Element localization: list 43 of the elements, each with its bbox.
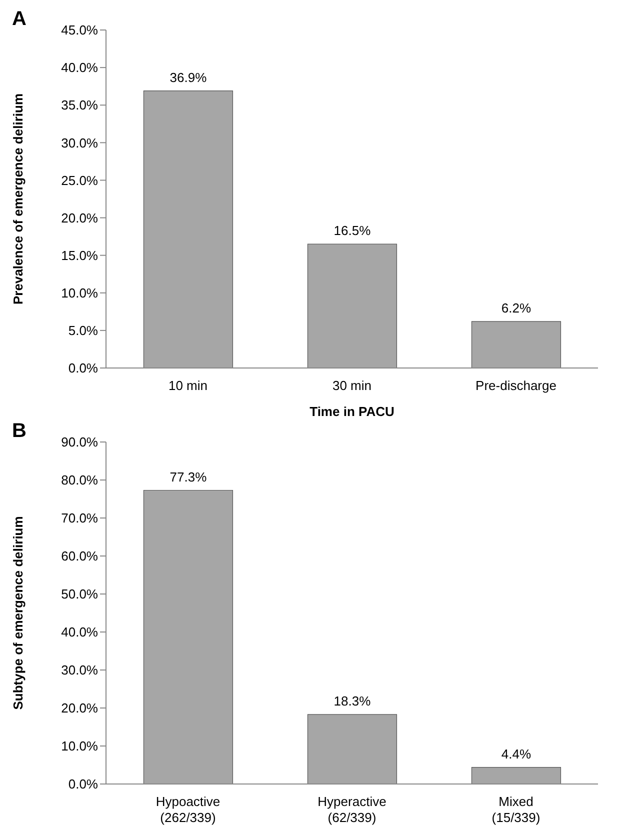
- x-tick-label: 30 min: [332, 378, 372, 393]
- data-label: 18.3%: [334, 693, 372, 708]
- chart-title: A: [12, 8, 26, 31]
- data-label: 77.3%: [170, 469, 208, 484]
- bar: [307, 714, 398, 784]
- x-tick-label: Hypoactive (262/339): [156, 794, 220, 825]
- y-tick-label: 15.0%: [61, 248, 98, 263]
- y-tick-label: 45.0%: [61, 22, 98, 38]
- y-tick-label: 10.0%: [61, 738, 98, 754]
- bar: [143, 90, 234, 368]
- y-tick-label: 20.0%: [61, 210, 98, 226]
- data-label: 36.9%: [170, 70, 208, 85]
- y-tick-label: 5.0%: [68, 323, 98, 338]
- y-tick-label: 70.0%: [61, 510, 98, 526]
- bar: [143, 490, 234, 784]
- bar: [471, 321, 562, 368]
- data-label: 4.4%: [501, 746, 532, 762]
- x-tick-label: Hyperactive (62/339): [318, 794, 386, 825]
- y-tick-label: 30.0%: [61, 662, 98, 678]
- y-tick-label: 10.0%: [61, 286, 98, 301]
- y-tick-label: 90.0%: [61, 434, 98, 450]
- x-tick-label: Pre-discharge: [476, 378, 556, 393]
- chart-title: B: [12, 420, 26, 443]
- y-tick-label: 0.0%: [68, 360, 98, 376]
- x-axis-title: Time in PACU: [310, 404, 394, 419]
- y-tick-label: 20.0%: [61, 700, 98, 716]
- bar: [471, 766, 562, 784]
- y-axis-title: Subtype of emergence delirium: [10, 516, 26, 710]
- y-tick-label: 60.0%: [61, 548, 98, 564]
- y-axis-title: Prevalence of emergence delirium: [10, 94, 26, 304]
- x-tick-label: 10 min: [168, 378, 208, 393]
- y-tick-label: 0.0%: [68, 776, 98, 792]
- bar: [307, 244, 398, 368]
- y-tick-label: 35.0%: [61, 98, 98, 113]
- data-label: 6.2%: [501, 300, 532, 316]
- y-tick-label: 80.0%: [61, 472, 98, 488]
- y-tick-label: 50.0%: [61, 586, 98, 602]
- x-tick-label: Mixed (15/339): [492, 794, 540, 825]
- data-label: 16.5%: [334, 223, 372, 238]
- y-tick-label: 40.0%: [61, 624, 98, 640]
- y-tick-label: 25.0%: [61, 172, 98, 188]
- y-tick-label: 30.0%: [61, 135, 98, 150]
- y-tick-label: 40.0%: [61, 60, 98, 76]
